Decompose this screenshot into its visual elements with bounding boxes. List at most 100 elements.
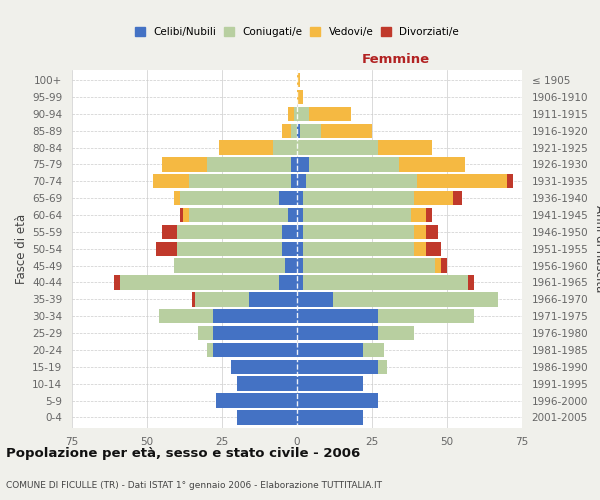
Bar <box>468 276 474 289</box>
Bar <box>237 410 297 424</box>
Bar <box>279 276 297 289</box>
Bar <box>282 242 297 256</box>
Bar <box>303 276 468 289</box>
Bar <box>441 258 447 273</box>
Bar <box>282 124 291 138</box>
Bar <box>297 276 303 289</box>
Bar <box>297 191 303 206</box>
Bar <box>237 376 297 391</box>
Bar <box>297 224 303 239</box>
Bar <box>453 191 462 206</box>
Bar <box>183 208 189 222</box>
Bar <box>303 242 414 256</box>
Bar <box>297 360 378 374</box>
Bar <box>288 208 297 222</box>
Bar <box>273 140 297 154</box>
Bar <box>297 258 303 273</box>
Bar <box>162 224 177 239</box>
Bar <box>180 191 279 206</box>
Bar <box>414 224 426 239</box>
Y-axis label: Anni di nascita: Anni di nascita <box>593 205 600 292</box>
Bar <box>507 174 513 188</box>
Bar <box>279 191 297 206</box>
Bar <box>297 309 378 324</box>
Bar <box>297 174 306 188</box>
Bar <box>426 224 438 239</box>
Bar <box>411 208 426 222</box>
Bar <box>303 224 414 239</box>
Bar <box>207 158 291 172</box>
Bar <box>291 174 297 188</box>
Bar <box>297 343 363 357</box>
Bar <box>213 326 297 340</box>
Bar <box>297 90 303 104</box>
Bar <box>435 258 441 273</box>
Bar <box>294 106 297 121</box>
Bar <box>195 292 249 306</box>
Bar <box>297 292 333 306</box>
Bar <box>297 158 309 172</box>
Bar <box>219 140 273 154</box>
Text: Popolazione per età, sesso e stato civile - 2006: Popolazione per età, sesso e stato civil… <box>6 448 360 460</box>
Legend: Celibi/Nubili, Coniugati/e, Vedovi/e, Divorziati/e: Celibi/Nubili, Coniugati/e, Vedovi/e, Di… <box>133 25 461 40</box>
Bar <box>180 208 183 222</box>
Bar <box>159 309 213 324</box>
Bar <box>378 309 474 324</box>
Bar <box>297 394 378 407</box>
Bar <box>309 106 351 121</box>
Bar <box>249 292 297 306</box>
Text: COMUNE DI FICULLE (TR) - Dati ISTAT 1° gennaio 2006 - Elaborazione TUTTITALIA.IT: COMUNE DI FICULLE (TR) - Dati ISTAT 1° g… <box>6 480 382 490</box>
Bar <box>378 360 387 374</box>
Bar <box>333 292 498 306</box>
Bar <box>297 106 309 121</box>
Bar <box>297 410 363 424</box>
Bar <box>114 276 120 289</box>
Bar <box>303 191 414 206</box>
Bar <box>378 140 432 154</box>
Bar <box>285 258 297 273</box>
Bar <box>282 224 297 239</box>
Bar <box>120 276 279 289</box>
Text: Femmine: Femmine <box>362 54 430 66</box>
Bar <box>288 106 294 121</box>
Bar <box>297 73 300 88</box>
Bar <box>213 343 297 357</box>
Bar <box>162 158 207 172</box>
Bar <box>156 242 177 256</box>
Bar <box>297 326 378 340</box>
Y-axis label: Fasce di età: Fasce di età <box>15 214 28 284</box>
Bar <box>297 242 303 256</box>
Bar <box>378 326 414 340</box>
Bar <box>291 158 297 172</box>
Bar <box>198 326 213 340</box>
Bar <box>414 191 453 206</box>
Bar <box>177 242 282 256</box>
Bar <box>177 224 282 239</box>
Bar <box>297 140 378 154</box>
Bar <box>207 343 213 357</box>
Bar <box>426 242 441 256</box>
Bar <box>291 124 297 138</box>
Bar <box>189 174 291 188</box>
Bar <box>174 258 285 273</box>
Bar <box>231 360 297 374</box>
Bar <box>297 124 300 138</box>
Bar <box>309 158 399 172</box>
Bar <box>300 124 321 138</box>
Bar <box>153 174 189 188</box>
Bar <box>306 174 417 188</box>
Bar <box>297 376 363 391</box>
Bar <box>213 309 297 324</box>
Bar <box>399 158 465 172</box>
Bar <box>174 191 180 206</box>
Bar <box>426 208 432 222</box>
Bar <box>192 292 195 306</box>
Bar <box>303 258 435 273</box>
Bar <box>297 208 303 222</box>
Bar <box>216 394 297 407</box>
Bar <box>414 242 426 256</box>
Bar <box>363 343 384 357</box>
Bar <box>303 208 411 222</box>
Bar <box>321 124 372 138</box>
Bar <box>417 174 507 188</box>
